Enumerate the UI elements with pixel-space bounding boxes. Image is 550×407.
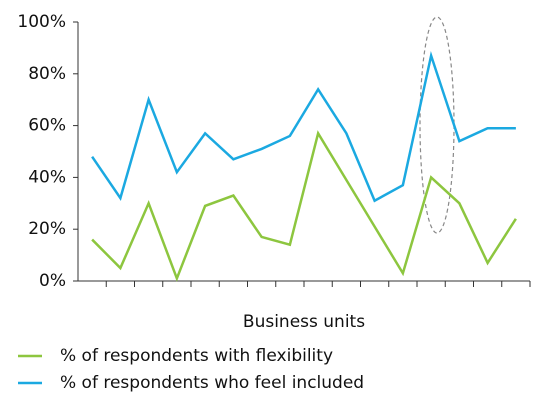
y-tick-label: 80% — [28, 64, 66, 84]
y-tick-label: 60% — [28, 116, 66, 136]
y-tick-label: 40% — [28, 167, 66, 187]
y-tick-label: 20% — [28, 219, 66, 239]
legend-label: % of respondents who feel included — [60, 373, 364, 393]
x-axis-label: Business units — [243, 312, 365, 332]
y-tick-label: 0% — [39, 271, 66, 291]
y-tick-label: 100% — [17, 12, 66, 32]
legend-label: % of respondents with flexibility — [60, 346, 333, 366]
series-line — [91, 50, 516, 203]
series-line — [91, 130, 517, 282]
